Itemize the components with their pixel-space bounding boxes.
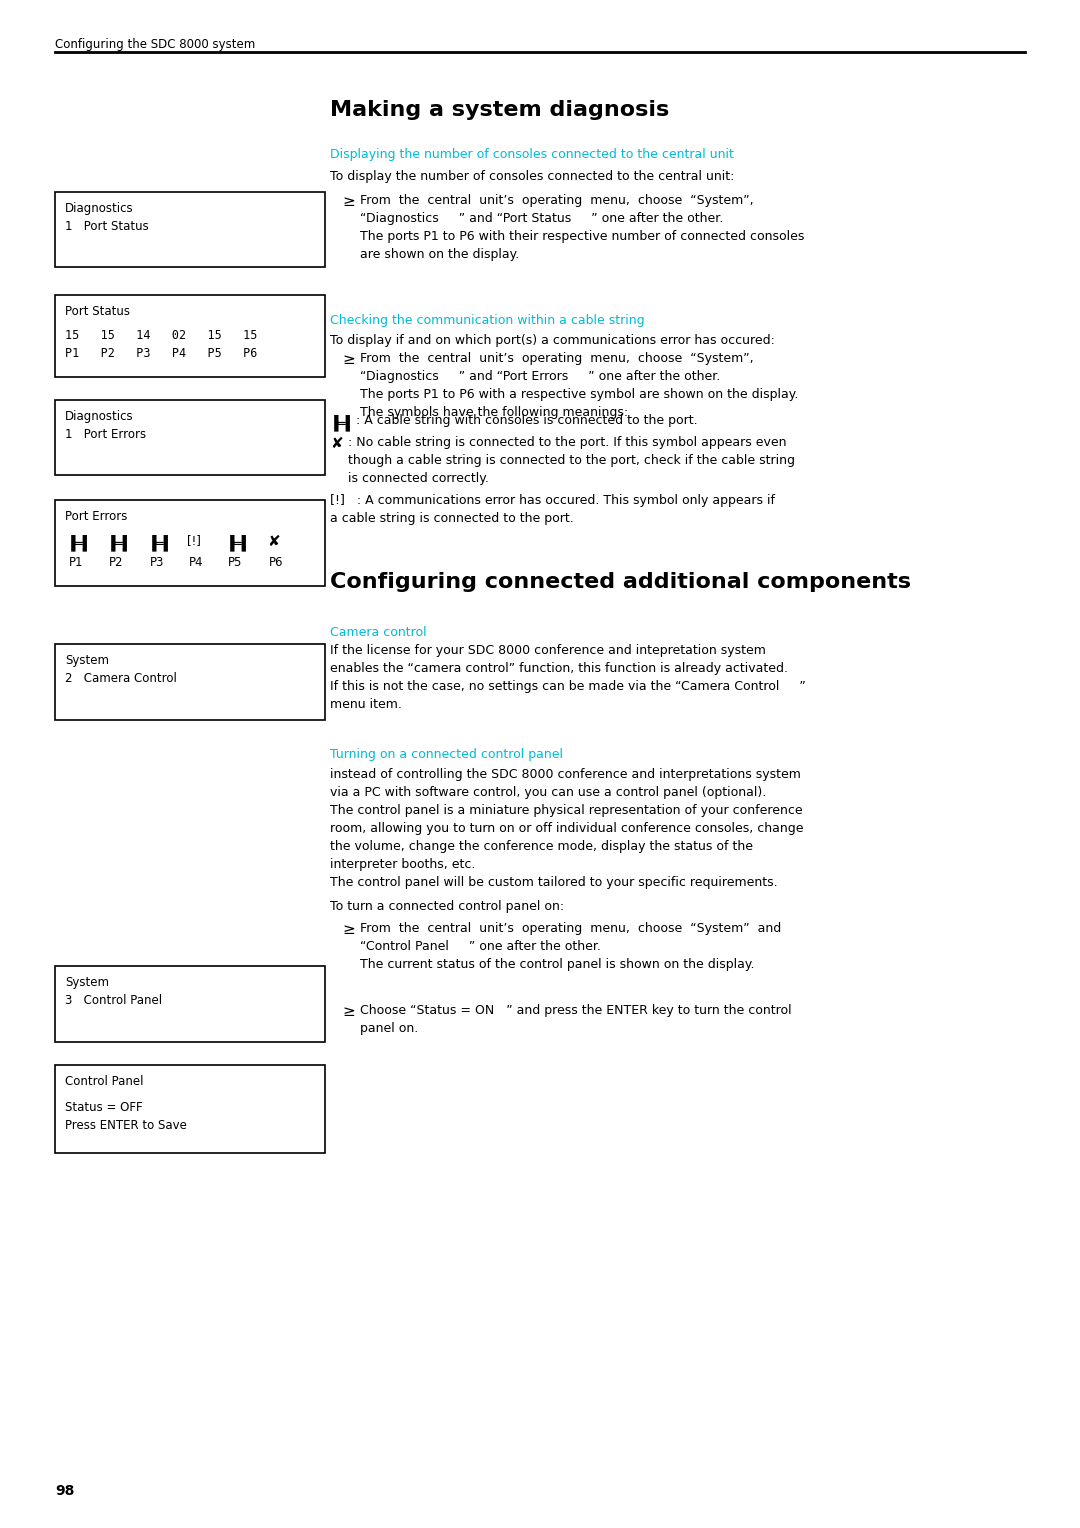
Text: To display the number of consoles connected to the central unit:: To display the number of consoles connec…: [330, 170, 734, 183]
Bar: [55, 966, 325, 1042]
Text: Press ENTER to Save: Press ENTER to Save: [65, 1118, 187, 1132]
Text: 1   Port Status: 1 Port Status: [65, 220, 149, 232]
Bar: [55, 400, 325, 475]
Text: P2: P2: [109, 556, 123, 568]
Text: ≥: ≥: [342, 921, 354, 937]
Text: To display if and on which port(s) a communications error has occured:: To display if and on which port(s) a com…: [330, 335, 774, 347]
Text: Port Errors: Port Errors: [65, 510, 127, 523]
Text: If the license for your SDC 8000 conference and intepretation system
enables the: If the license for your SDC 8000 confere…: [330, 643, 806, 711]
Text: ≥: ≥: [342, 351, 354, 367]
Text: From  the  central  unit’s  operating  menu,  choose  “System”,
“Diagnostics    : From the central unit’s operating menu, …: [360, 351, 798, 419]
Text: ▐═▌: ▐═▌: [107, 533, 132, 550]
Text: System: System: [65, 654, 109, 668]
Text: [!]   : A communications error has occured. This symbol only appears if
a cable : [!] : A communications error has occured…: [330, 494, 775, 526]
Text: P1   P2   P3   P4   P5   P6: P1 P2 P3 P4 P5 P6: [65, 347, 257, 361]
Text: 2   Camera Control: 2 Camera Control: [65, 672, 177, 685]
Text: P4: P4: [189, 556, 203, 568]
Bar: [55, 193, 325, 267]
Bar: [55, 643, 325, 720]
Text: System: System: [65, 976, 109, 989]
Text: P1: P1: [69, 556, 83, 568]
Bar: [55, 500, 325, 587]
Text: Diagnostics: Diagnostics: [65, 410, 134, 423]
Text: Displaying the number of consoles connected to the central unit: Displaying the number of consoles connec…: [330, 148, 734, 160]
Text: ≥: ≥: [342, 1004, 354, 1019]
Text: Choose “Status = ON   ” and press the ENTER key to turn the control
panel on.: Choose “Status = ON ” and press the ENTE…: [360, 1004, 792, 1034]
Text: Control Panel: Control Panel: [65, 1076, 144, 1088]
Text: : No cable string is connected to the port. If this symbol appears even
though a: : No cable string is connected to the po…: [348, 435, 795, 484]
Text: Configuring connected additional components: Configuring connected additional compone…: [330, 571, 912, 591]
Text: ▐═▌: ▐═▌: [226, 533, 252, 550]
Text: Checking the communication within a cable string: Checking the communication within a cabl…: [330, 313, 645, 327]
Text: 98: 98: [55, 1484, 75, 1497]
Text: Status = OFF: Status = OFF: [65, 1102, 143, 1114]
Text: Port Status: Port Status: [65, 306, 130, 318]
Text: Turning on a connected control panel: Turning on a connected control panel: [330, 749, 563, 761]
Text: ≥: ≥: [342, 194, 354, 209]
Text: 15   15   14   02   15   15: 15 15 14 02 15 15: [65, 329, 257, 342]
Text: ▐═▌: ▐═▌: [148, 533, 173, 550]
Text: ▐═▌: ▐═▌: [67, 533, 92, 550]
Text: From  the  central  unit’s  operating  menu,  choose  “System”,
“Diagnostics    : From the central unit’s operating menu, …: [360, 194, 805, 261]
Text: P6: P6: [269, 556, 283, 568]
Text: Diagnostics: Diagnostics: [65, 202, 134, 215]
Text: Configuring the SDC 8000 system: Configuring the SDC 8000 system: [55, 38, 255, 50]
Text: P5: P5: [228, 556, 242, 568]
Text: ▐═▌: ▐═▌: [330, 414, 355, 431]
Text: : A cable string with consoles is connected to the port.: : A cable string with consoles is connec…: [356, 414, 698, 426]
Text: 1   Port Errors: 1 Port Errors: [65, 428, 146, 442]
Text: Making a system diagnosis: Making a system diagnosis: [330, 99, 670, 121]
Text: P3: P3: [150, 556, 164, 568]
Text: 3   Control Panel: 3 Control Panel: [65, 995, 162, 1007]
Text: ✘: ✘: [267, 533, 280, 549]
Text: ✘: ✘: [330, 435, 342, 451]
Text: From  the  central  unit’s  operating  menu,  choose  “System”  and
“Control Pan: From the central unit’s operating menu, …: [360, 921, 781, 970]
Text: To turn a connected control panel on:: To turn a connected control panel on:: [330, 900, 564, 914]
Text: [!]: [!]: [187, 533, 201, 547]
Text: Camera control: Camera control: [330, 626, 427, 639]
Text: instead of controlling the SDC 8000 conference and interpretations system
via a : instead of controlling the SDC 8000 conf…: [330, 769, 804, 889]
Bar: [55, 1065, 325, 1154]
Bar: [55, 295, 325, 377]
